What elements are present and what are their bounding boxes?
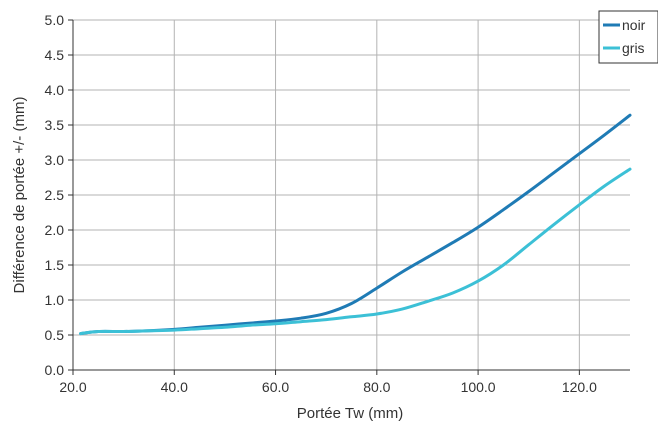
axes — [68, 19, 630, 375]
x-tick-label: 120.0 — [562, 379, 597, 395]
y-tick-label: 4.0 — [45, 82, 65, 98]
x-tick-label: 20.0 — [59, 379, 86, 395]
y-tick-labels: 0.0 0.5 1.0 1.5 2.0 2.5 3.0 3.5 4.0 4.5 5.0 — [45, 12, 65, 378]
y-tick-label: 3.5 — [45, 117, 65, 133]
y-axis-label: Différence de portée +/- (mm) — [11, 97, 28, 294]
x-tick-label: 40.0 — [161, 379, 188, 395]
x-tick-labels: 20.0 40.0 60.0 80.0 100.0 120.0 — [59, 379, 597, 395]
y-tick-label: 1.0 — [45, 292, 65, 308]
series-lines — [79, 113, 632, 336]
legend-label-noir: noir — [622, 17, 646, 33]
legend-box — [598, 10, 658, 64]
y-tick-label: 0.5 — [45, 327, 65, 343]
y-tick-label: 4.5 — [45, 47, 65, 63]
series-line-noir — [79, 113, 632, 336]
x-axis-label: Portée Tw (mm) — [297, 405, 403, 422]
y-tick-label: 2.0 — [45, 222, 65, 238]
x-tick-label: 80.0 — [363, 379, 390, 395]
legend-label-gris: gris — [622, 40, 645, 56]
y-tick-label: 5.0 — [45, 12, 65, 28]
y-tick-label: 0.0 — [45, 362, 65, 378]
series-line-gris — [79, 167, 632, 336]
x-tick-label: 100.0 — [461, 379, 496, 395]
y-tick-label: 1.5 — [45, 257, 65, 273]
y-tick-label: 2.5 — [45, 187, 65, 203]
x-tick-label: 60.0 — [262, 379, 289, 395]
y-tick-label: 3.0 — [45, 152, 65, 168]
legend: noir gris — [598, 10, 658, 64]
